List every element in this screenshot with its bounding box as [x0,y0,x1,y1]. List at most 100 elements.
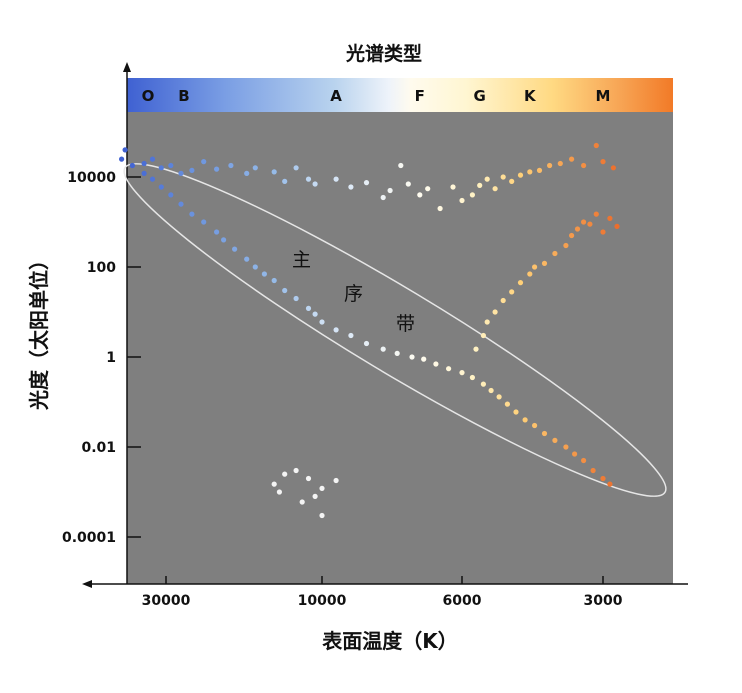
star-point [333,176,339,182]
star-point [348,332,354,339]
annotation-xu: 序 [344,283,363,305]
star-point [333,327,339,333]
star-point [271,169,277,175]
star-point [517,280,524,286]
star-point [201,219,207,225]
spectral-class-m: M [596,87,611,105]
star-point [541,430,548,437]
star-point [271,481,277,487]
star-point [271,277,277,284]
star-point [394,350,400,356]
x-tick-label: 6000 [443,593,482,609]
star-point [214,166,220,172]
star-point [398,162,404,169]
spectral-class-o: O [142,87,155,105]
star-point [459,197,465,204]
star-point [228,162,234,169]
spectral-class-a: A [330,87,342,105]
star-point [563,242,569,249]
star-point [409,354,415,360]
star-point [312,493,318,499]
star-point [348,184,354,190]
main-sequence-ellipse [123,163,667,497]
y-axis-ticks: 10000 100 1 0.01 0.0001 [62,170,141,546]
star-point [189,167,195,173]
spectral-class-g: G [474,87,486,105]
star-point [189,211,195,217]
star-point [319,485,325,491]
y-tick-label: 1 [106,350,116,366]
chart-title: 光谱类型 [345,42,422,65]
star-point [509,289,515,295]
star-point [484,319,490,325]
star-point [282,471,288,477]
star-point [417,192,423,198]
star-point [569,156,575,162]
x-tick-label: 10000 [298,593,347,609]
star-point [261,271,267,277]
spectral-class-b: B [178,87,189,105]
star-point [421,356,427,362]
y-tick-label: 10000 [67,170,116,186]
star-point [252,165,258,171]
star-point [387,187,393,194]
star-point [293,467,299,474]
star-point [459,370,465,376]
x-tick-label: 3000 [584,593,623,609]
star-point [536,167,543,173]
star-point [492,186,498,192]
star-point [141,160,147,167]
star-point [214,229,220,235]
spectral-class-bar [127,78,673,112]
star-point [504,401,510,407]
star-point [380,194,386,201]
star-point [149,176,156,182]
y-tick-label: 100 [87,260,116,276]
star-point [574,226,581,232]
star-point [600,475,606,482]
star-point [607,481,613,487]
star-point [587,221,593,227]
star-point [569,232,575,239]
star-point [509,178,515,184]
x-tick-label: 30000 [142,593,191,609]
star-point [557,160,563,167]
star-point [312,311,318,317]
star-point [527,169,533,175]
plot-background [127,112,673,584]
star-point [425,186,431,192]
star-point [527,271,533,277]
star-point [600,159,606,165]
star-point [178,170,184,176]
star-point [282,287,288,294]
y-axis-title: 光度（太阳单位） [27,250,51,411]
star-point [276,489,282,495]
star-point [437,205,443,212]
spectral-class-k: K [524,87,537,105]
watermark: 知乎 @七小七 [615,653,722,673]
star-point [201,159,207,165]
star-point [593,211,599,217]
star-point [552,437,558,443]
star-point [129,162,135,169]
star-point [522,417,528,423]
star-point [312,181,318,187]
star-point [446,366,452,372]
annotation-zhu: 主 [292,249,311,271]
star-point [319,512,325,519]
star-point [433,361,439,367]
star-point [363,340,370,347]
star-point [547,162,553,169]
star-point [600,229,606,235]
star-point [480,332,486,339]
star-point [293,295,299,302]
star-point [158,184,164,190]
star-point [563,444,569,450]
spectral-class-f: F [415,87,425,105]
star-point [581,457,587,464]
star-point [500,174,506,180]
star-point [119,156,125,162]
star-point [488,387,494,394]
star-point [158,165,164,171]
